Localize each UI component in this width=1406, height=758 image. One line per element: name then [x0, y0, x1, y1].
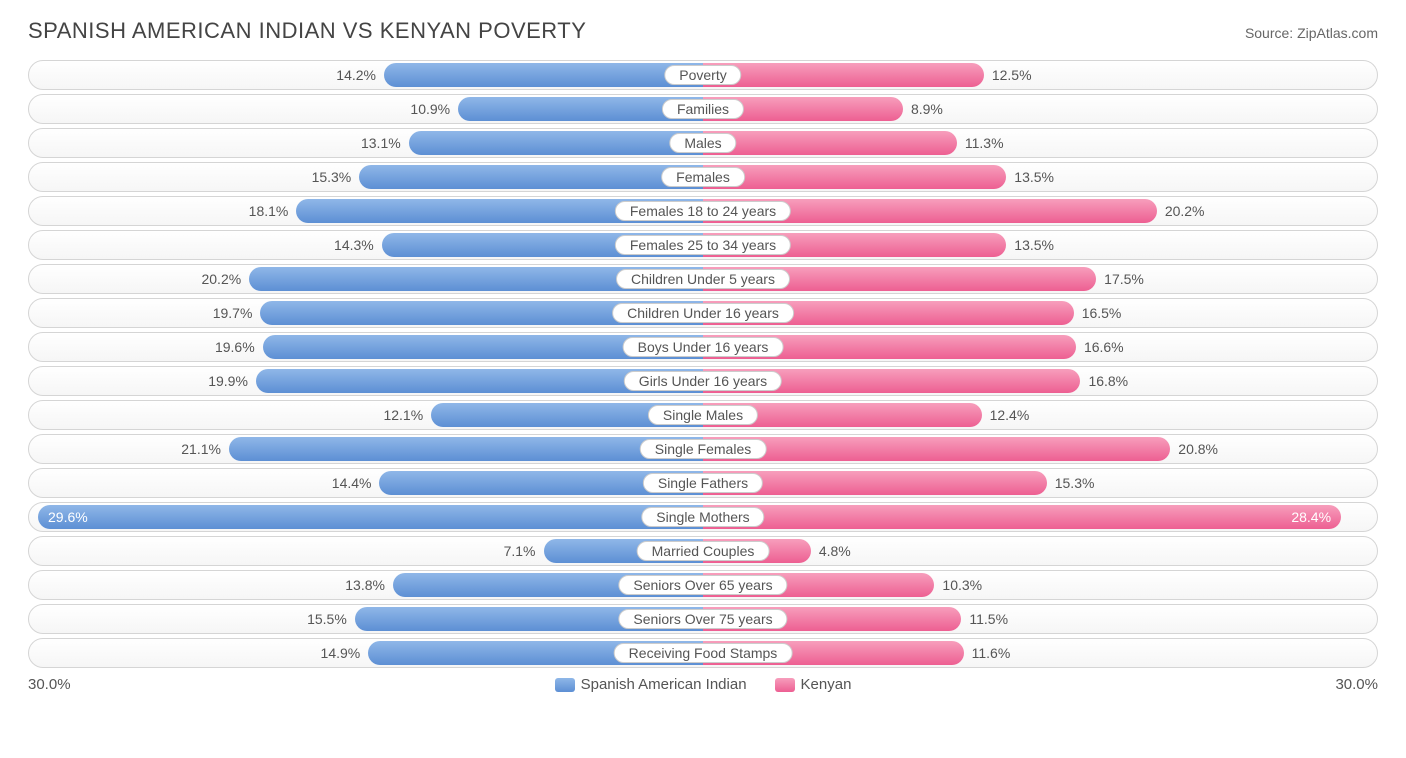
- chart-title: SPANISH AMERICAN INDIAN VS KENYAN POVERT…: [28, 18, 586, 44]
- chart-row: 7.1% 4.8% Married Couples: [28, 536, 1378, 566]
- chart-rows: 14.2%12.5%Poverty10.9%8.9%Families13.1%1…: [28, 60, 1378, 668]
- value-right: 20.2%: [1165, 203, 1205, 219]
- chart-row: 20.2% 17.5% Children Under 5 years: [28, 264, 1378, 294]
- value-left: 13.8%: [345, 577, 385, 593]
- category-label: Females 25 to 34 years: [615, 235, 791, 255]
- value-left: 7.1%: [504, 543, 536, 559]
- chart-row: 13.8% 10.3% Seniors Over 65 years: [28, 570, 1378, 600]
- value-right: 15.3%: [1055, 475, 1095, 491]
- legend-item-right: Kenyan: [775, 676, 852, 693]
- category-label: Females 18 to 24 years: [615, 201, 791, 221]
- value-left: 12.1%: [383, 407, 423, 423]
- chart-row: 12.1% 12.4% Single Males: [28, 400, 1378, 430]
- value-right: 13.5%: [1014, 237, 1054, 253]
- chart-source: Source: ZipAtlas.com: [1245, 25, 1378, 41]
- bar-left: [229, 437, 703, 461]
- chart-row: 14.9% 11.6% Receiving Food Stamps: [28, 638, 1378, 668]
- value-right: 12.4%: [990, 407, 1030, 423]
- value-right: 13.5%: [1014, 169, 1054, 185]
- bar-right: [703, 165, 1006, 189]
- value-left: 18.1%: [249, 203, 289, 219]
- value-left: 19.6%: [215, 339, 255, 355]
- category-label: Seniors Over 65 years: [618, 575, 787, 595]
- value-right: 4.8%: [819, 543, 851, 559]
- value-left: 20.2%: [201, 271, 241, 287]
- value-right: 11.6%: [972, 645, 1011, 661]
- category-label: Males: [669, 133, 736, 153]
- category-label: Seniors Over 75 years: [618, 609, 787, 629]
- category-label: Girls Under 16 years: [624, 371, 782, 391]
- bar-left: [359, 165, 703, 189]
- chart-row: 15.5% 11.5% Seniors Over 75 years: [28, 604, 1378, 634]
- chart-row: 13.1% 11.3% Males: [28, 128, 1378, 158]
- value-right: 17.5%: [1104, 271, 1144, 287]
- bar-right: [703, 131, 957, 155]
- value-left: 14.2%: [336, 67, 376, 83]
- value-left: 19.7%: [213, 305, 253, 321]
- chart-row: 18.1% 20.2% Females 18 to 24 years: [28, 196, 1378, 226]
- axis-max-left: 30.0%: [28, 676, 71, 693]
- category-label: Females: [661, 167, 745, 187]
- value-left: 10.9%: [410, 101, 450, 117]
- chart-header: SPANISH AMERICAN INDIAN VS KENYAN POVERT…: [28, 18, 1378, 44]
- legend-item-left: Spanish American Indian: [555, 676, 747, 693]
- value-left: 29.6%: [48, 509, 88, 525]
- chart-row: 19.6% 16.6% Boys Under 16 years: [28, 332, 1378, 362]
- category-label: Single Fathers: [643, 473, 763, 493]
- bar-left: [384, 63, 703, 87]
- chart-row: 14.2% 12.5% Poverty: [28, 60, 1378, 90]
- category-label: Families: [662, 99, 744, 119]
- value-left: 15.5%: [307, 611, 347, 627]
- value-left: 14.9%: [321, 645, 361, 661]
- category-label: Married Couples: [637, 541, 770, 561]
- value-right: 16.5%: [1082, 305, 1122, 321]
- value-right: 12.5%: [992, 67, 1032, 83]
- chart-row: 15.3% 13.5% Females: [28, 162, 1378, 192]
- legend-swatch-left: [555, 678, 575, 692]
- value-left: 15.3%: [312, 169, 352, 185]
- chart-row: 19.9% 16.8% Girls Under 16 years: [28, 366, 1378, 396]
- bar-right: [703, 63, 984, 87]
- bar-left: [409, 131, 703, 155]
- bar-left: [38, 505, 703, 529]
- category-label: Receiving Food Stamps: [614, 643, 793, 663]
- chart-row: 29.6% 28.4% Single Mothers: [28, 502, 1378, 532]
- axis-max-right: 30.0%: [1335, 676, 1378, 693]
- bar-right: [703, 437, 1170, 461]
- value-right: 28.4%: [1291, 509, 1331, 525]
- chart-row: 14.4% 15.3% Single Fathers: [28, 468, 1378, 498]
- legend-label-right: Kenyan: [801, 676, 852, 693]
- chart-row: 14.3% 13.5% Females 25 to 34 years: [28, 230, 1378, 260]
- value-right: 16.6%: [1084, 339, 1124, 355]
- category-label: Children Under 5 years: [616, 269, 790, 289]
- category-label: Children Under 16 years: [612, 303, 794, 323]
- value-left: 21.1%: [181, 441, 221, 457]
- legend-swatch-right: [775, 678, 795, 692]
- poverty-comparison-chart: SPANISH AMERICAN INDIAN VS KENYAN POVERT…: [0, 0, 1406, 703]
- category-label: Poverty: [664, 65, 741, 85]
- bar-right: [703, 505, 1341, 529]
- legend-label-left: Spanish American Indian: [581, 676, 747, 693]
- chart-row: 21.1% 20.8% Single Females: [28, 434, 1378, 464]
- value-left: 14.3%: [334, 237, 374, 253]
- value-right: 8.9%: [911, 101, 943, 117]
- value-right: 11.5%: [969, 611, 1008, 627]
- value-right: 16.8%: [1088, 373, 1128, 389]
- chart-row: 19.7% 16.5% Children Under 16 years: [28, 298, 1378, 328]
- value-right: 20.8%: [1178, 441, 1218, 457]
- category-label: Single Mothers: [641, 507, 764, 527]
- category-label: Boys Under 16 years: [623, 337, 784, 357]
- category-label: Single Females: [640, 439, 767, 459]
- category-label: Single Males: [648, 405, 758, 425]
- chart-row: 10.9% 8.9% Families: [28, 94, 1378, 124]
- value-left: 14.4%: [332, 475, 372, 491]
- value-right: 10.3%: [942, 577, 982, 593]
- chart-legend: Spanish American Indian Kenyan: [555, 676, 852, 693]
- value-left: 13.1%: [361, 135, 401, 151]
- chart-footer: 30.0% Spanish American Indian Kenyan 30.…: [28, 676, 1378, 693]
- value-left: 19.9%: [208, 373, 248, 389]
- value-right: 11.3%: [965, 135, 1004, 151]
